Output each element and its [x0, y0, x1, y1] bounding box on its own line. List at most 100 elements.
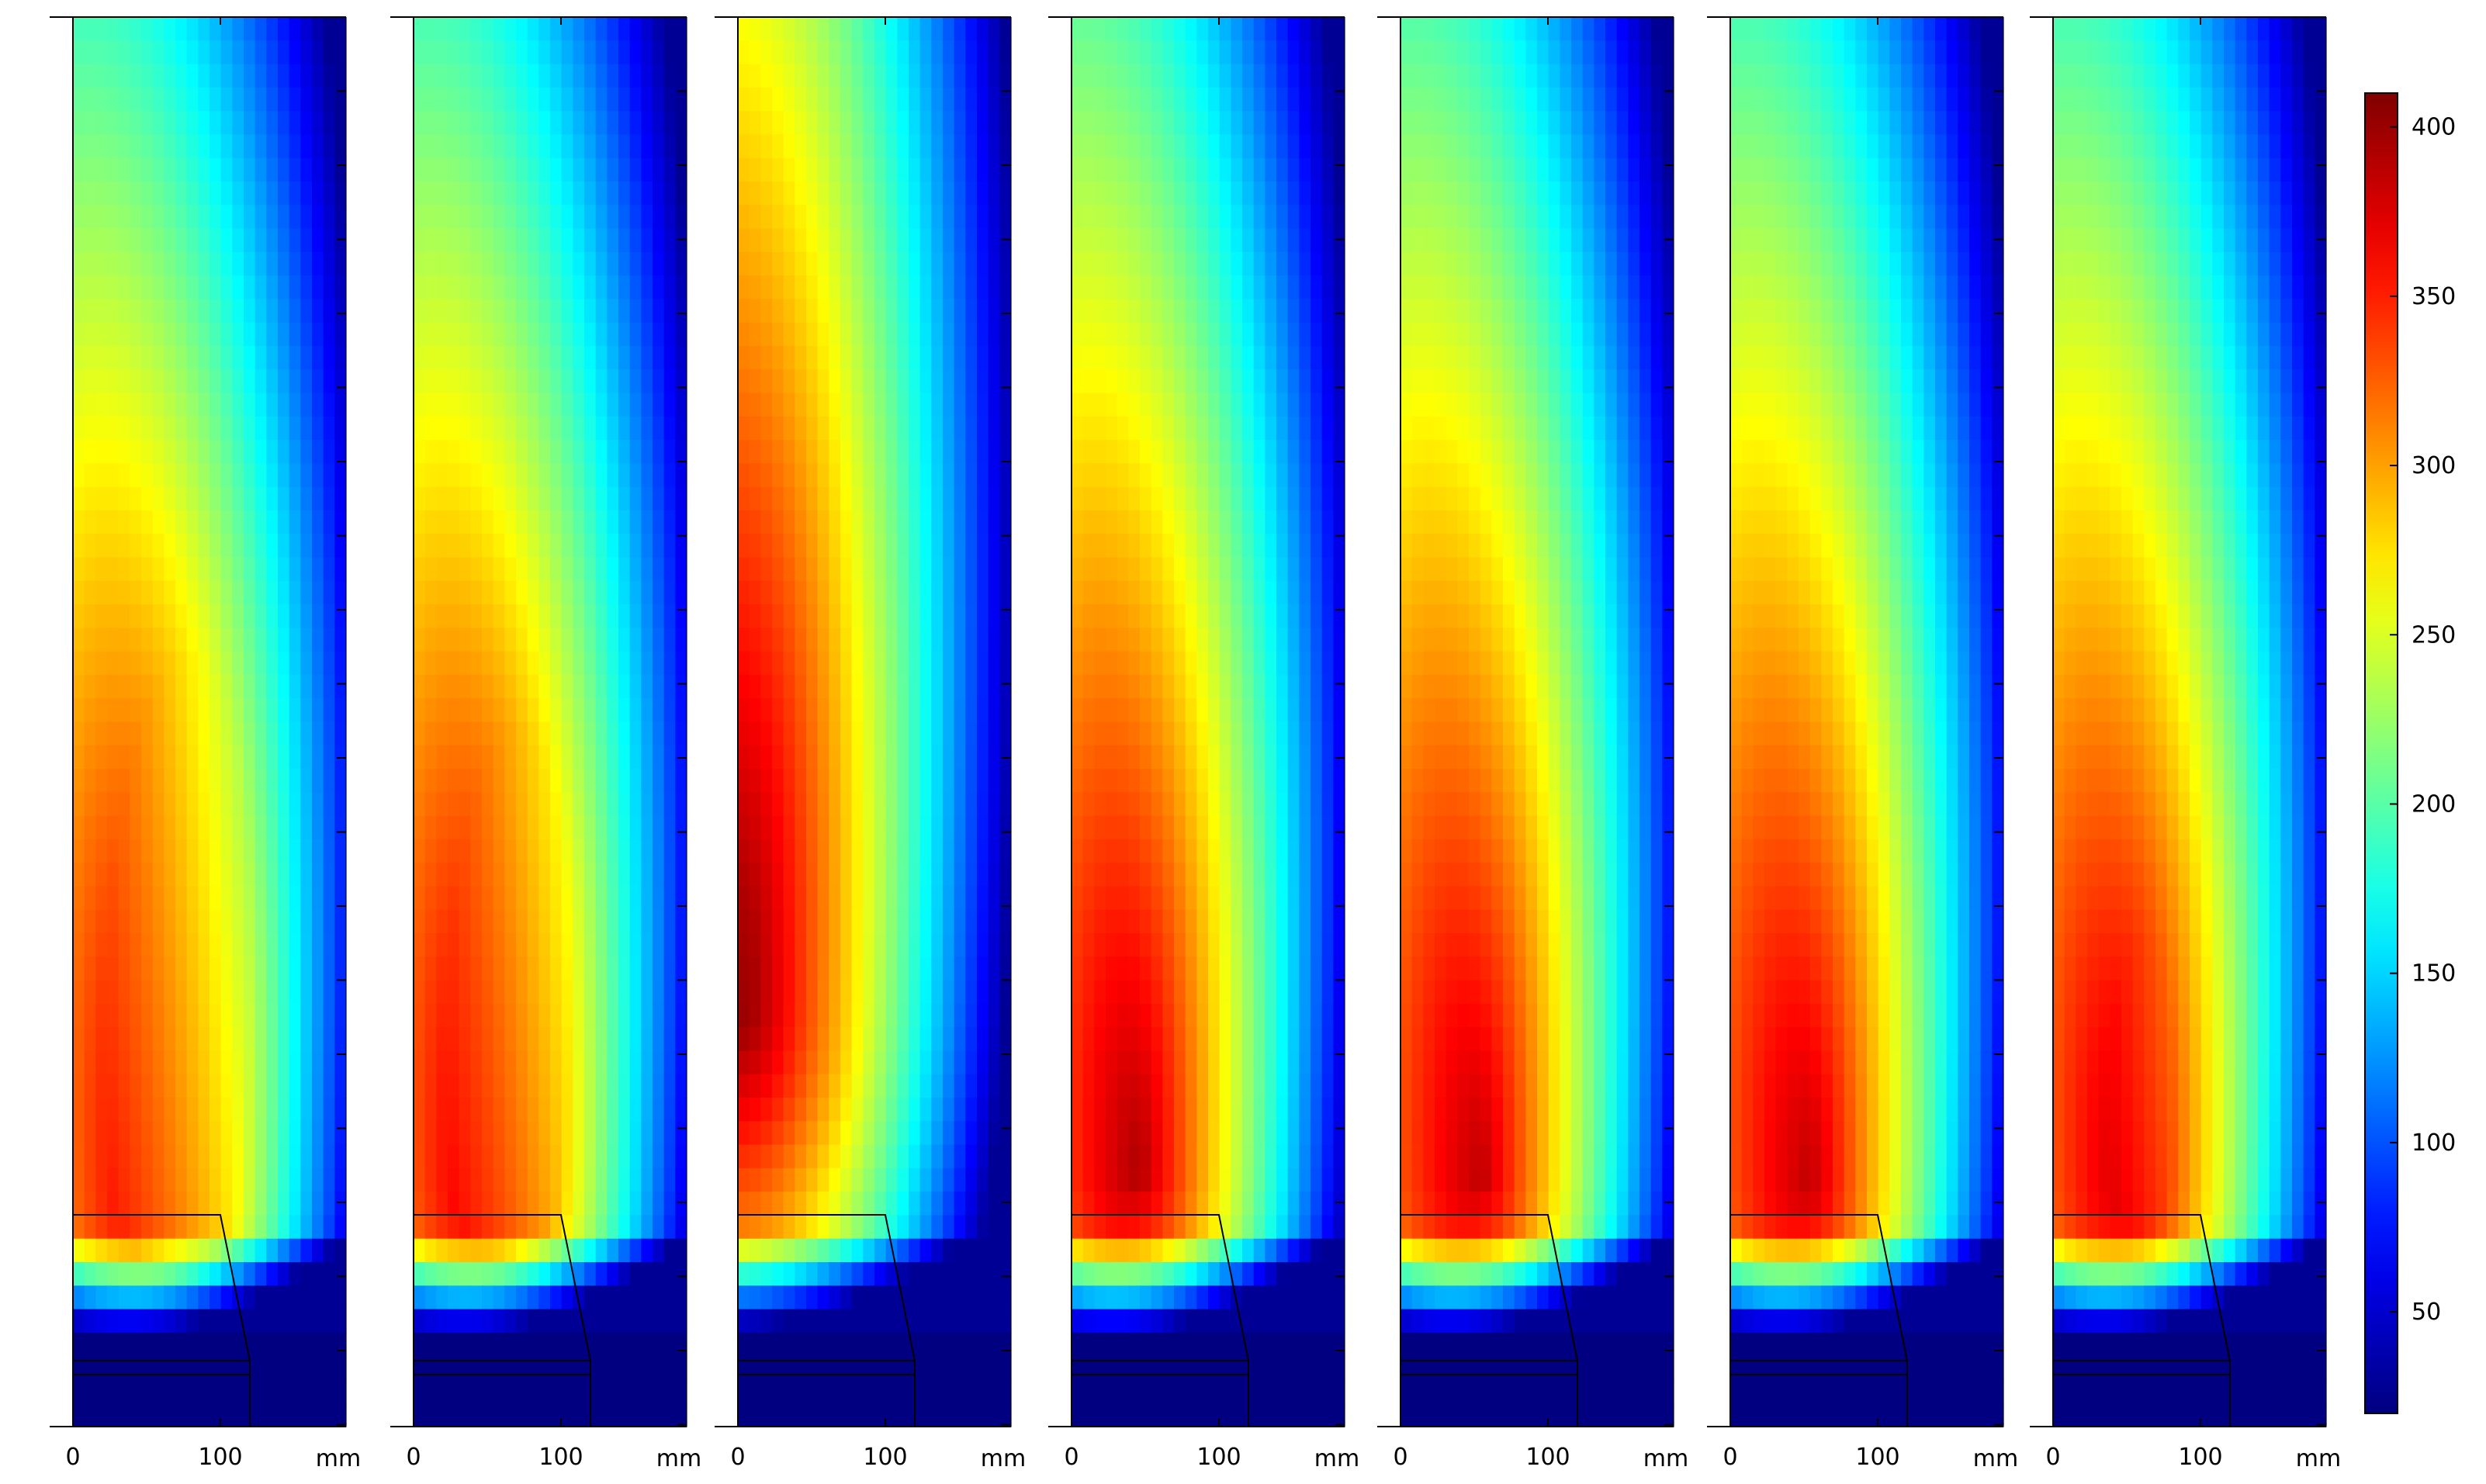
heatmap-cell: [806, 17, 819, 41]
heatmap-cell: [334, 815, 347, 840]
heatmap-cell: [1072, 393, 1084, 417]
heatmap-cell: [1242, 40, 1255, 65]
heatmap-cell: [1082, 205, 1095, 230]
heatmap-cell: [817, 1379, 829, 1404]
heatmap-cell: [186, 1403, 199, 1427]
heatmap-cell: [141, 1074, 154, 1098]
heatmap-cell: [232, 604, 244, 628]
heatmap-cell: [977, 111, 989, 136]
heatmap-cell: [817, 863, 829, 887]
heatmap-cell: [527, 275, 539, 299]
heatmap-cell: [516, 440, 528, 464]
heatmap-cell: [130, 1144, 142, 1169]
heatmap-cell: [289, 1098, 301, 1122]
heatmap-cell: [675, 769, 687, 793]
heatmap-cell: [470, 580, 483, 605]
heatmap-cell: [516, 64, 528, 88]
heatmap-cell: [573, 839, 585, 863]
heatmap-cell: [1231, 510, 1243, 534]
heatmap-cell: [1128, 64, 1141, 88]
heatmap-cell: [909, 933, 921, 957]
heatmap-cell: [829, 64, 841, 88]
heatmap-cell: [874, 157, 887, 182]
heatmap-cell: [795, 956, 807, 981]
heatmap-cell: [312, 933, 324, 957]
heatmap-cell: [175, 40, 188, 65]
heatmap-cell: [459, 909, 471, 934]
heatmap-cell: [470, 557, 483, 582]
heatmap-cell: [840, 1403, 853, 1427]
heatmap-cell: [323, 275, 335, 299]
heatmap-cell: [152, 1332, 164, 1357]
heatmap-cell: [1333, 275, 1345, 299]
heatmap-cell: [897, 40, 909, 65]
heatmap-cell: [772, 486, 784, 511]
heatmap-cell: [312, 674, 324, 699]
heatmap-cell: [653, 1379, 665, 1404]
heatmap-cell: [829, 510, 841, 534]
heatmap-cell: [1072, 416, 1084, 441]
heatmap-cell: [482, 111, 494, 136]
heatmap-cell: [118, 1098, 130, 1122]
heatmap-cell: [595, 580, 608, 605]
heatmap-cell: [595, 1356, 608, 1381]
heatmap-cell: [448, 933, 460, 957]
heatmap-cell: [459, 40, 471, 65]
heatmap-cell: [965, 1027, 978, 1052]
heatmap-cell: [863, 1050, 875, 1075]
heatmap-cell: [663, 345, 676, 370]
heatmap-cell: [897, 134, 909, 159]
heatmap-cell: [220, 1285, 233, 1310]
heatmap-cell: [278, 580, 290, 605]
heatmap-cell: [897, 393, 909, 417]
heatmap-cell: [874, 557, 887, 582]
heatmap-cell: [977, 1262, 989, 1286]
heatmap-cell: [874, 17, 887, 41]
heatmap-cell: [641, 1144, 653, 1169]
heatmap-cell: [874, 792, 887, 817]
heatmap-cell: [232, 111, 244, 136]
heatmap-cell: [1185, 510, 1197, 534]
heatmap-cell: [232, 1027, 244, 1052]
panels: 0 100 mm 0 100 mm 0 100 mm 0 100 mm 0 100 mm 0 100 mm 0 100…: [50, 16, 2341, 1472]
heatmap-cell: [130, 1285, 142, 1310]
heatmap-cell: [999, 792, 1012, 817]
heatmap-cell: [424, 909, 437, 934]
heatmap-cell: [278, 64, 290, 88]
heatmap-cell: [527, 745, 539, 770]
heatmap-cell: [618, 510, 631, 534]
heatmap-cell: [1162, 557, 1175, 582]
heatmap-cell: [909, 1167, 921, 1192]
heatmap-cell: [278, 1098, 290, 1122]
heatmap-cell: [977, 440, 989, 464]
heatmap-cell: [504, 345, 517, 370]
heatmap-cell: [931, 440, 944, 464]
heatmap-cell: [220, 205, 233, 230]
heatmap-cell: [584, 251, 597, 276]
heatmap-cell: [436, 1003, 448, 1028]
heatmap-cell: [817, 181, 829, 206]
heatmap-cell: [641, 745, 653, 770]
heatmap-cell: [629, 1074, 642, 1098]
heatmap-cell: [312, 886, 324, 911]
heatmap-cell: [130, 1050, 142, 1075]
heatmap-cell: [943, 886, 955, 911]
heatmap-cell: [209, 181, 222, 206]
heatmap-cell: [312, 956, 324, 981]
heatmap-cell: [334, 721, 347, 746]
heatmap-cell: [641, 1356, 653, 1381]
heatmap-cell: [198, 1238, 210, 1263]
heatmap-cell: [829, 1403, 841, 1427]
heatmap-cell: [175, 1167, 188, 1192]
heatmap-cell: [840, 416, 853, 441]
heatmap-cell: [504, 416, 517, 441]
heatmap-cell: [988, 886, 1000, 911]
heatmap-cell: [653, 1027, 665, 1052]
heatmap-cell: [977, 1192, 989, 1216]
heatmap-cell: [470, 181, 483, 206]
heatmap-cell: [897, 745, 909, 770]
heatmap-cell: [573, 345, 585, 370]
heatmap-cell: [424, 1050, 437, 1075]
heatmap-cell: [300, 157, 313, 182]
heatmap-cell: [300, 534, 313, 559]
